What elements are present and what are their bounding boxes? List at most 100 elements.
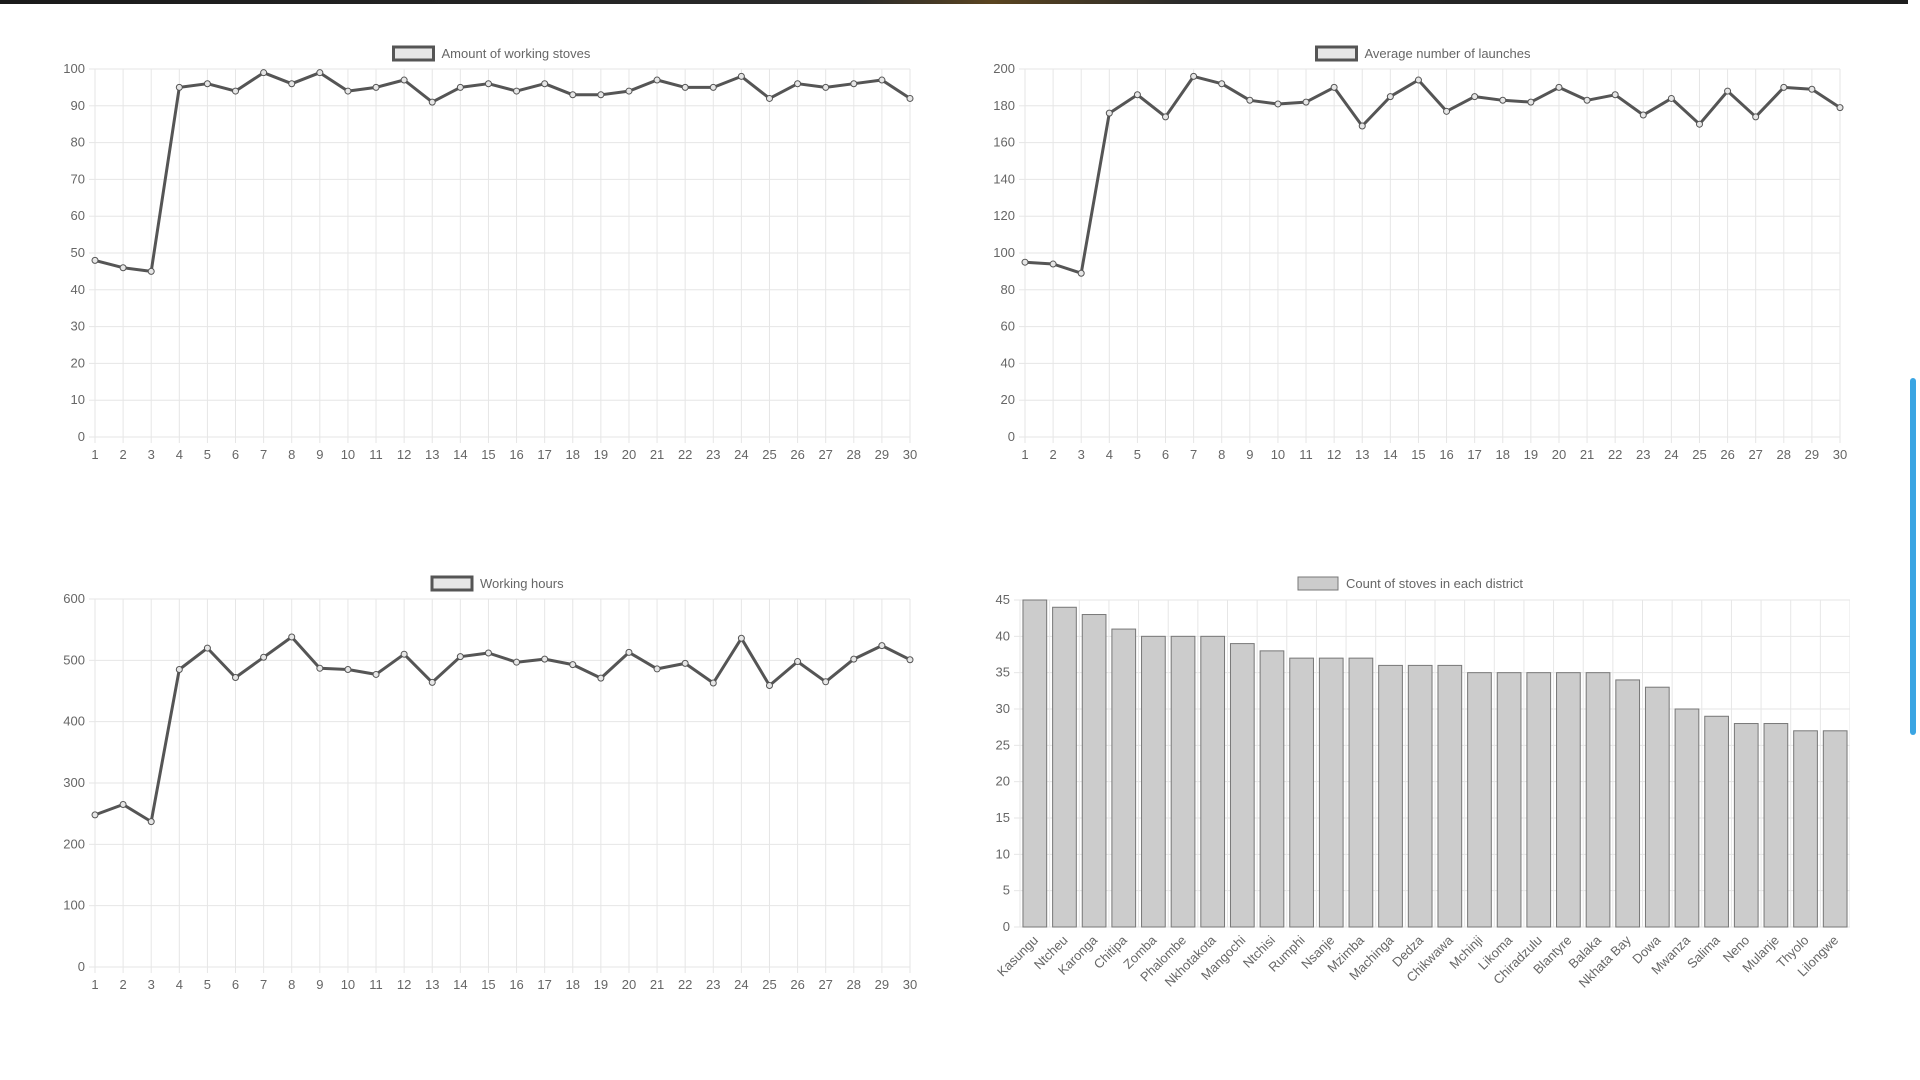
data-point[interactable]	[794, 80, 802, 88]
data-point[interactable]	[1471, 93, 1479, 101]
data-point[interactable]	[260, 653, 268, 661]
bar[interactable]	[1081, 614, 1107, 928]
data-point[interactable]	[1133, 91, 1141, 99]
data-point[interactable]	[1808, 85, 1816, 93]
data-point[interactable]	[794, 658, 802, 666]
data-point[interactable]	[541, 80, 549, 88]
data-point[interactable]	[625, 87, 633, 95]
legend-swatch[interactable]	[1297, 576, 1339, 591]
data-point[interactable]	[765, 94, 773, 102]
bar[interactable]	[1467, 672, 1492, 928]
data-point[interactable]	[653, 76, 661, 84]
data-point[interactable]	[878, 642, 886, 650]
data-point[interactable]	[1443, 107, 1451, 115]
data-point[interactable]	[822, 83, 830, 91]
data-point[interactable]	[1049, 260, 1057, 268]
data-point[interactable]	[513, 87, 521, 95]
data-point[interactable]	[232, 674, 240, 682]
scrollbar-thumb[interactable]	[1910, 378, 1916, 735]
data-point[interactable]	[625, 648, 633, 656]
data-point[interactable]	[1386, 93, 1394, 101]
bar[interactable]	[1496, 672, 1522, 928]
bar[interactable]	[1141, 635, 1166, 928]
data-point[interactable]	[1218, 80, 1226, 88]
data-point[interactable]	[597, 91, 605, 99]
data-point[interactable]	[203, 80, 211, 88]
bar[interactable]	[1289, 657, 1314, 928]
data-point[interactable]	[1836, 104, 1844, 112]
bar[interactable]	[1763, 723, 1789, 928]
data-point[interactable]	[1752, 113, 1760, 121]
bar[interactable]	[1378, 664, 1403, 928]
legend-swatch[interactable]	[430, 575, 474, 592]
data-point[interactable]	[344, 666, 352, 674]
data-point[interactable]	[850, 655, 858, 663]
data-point[interactable]	[372, 83, 380, 91]
bar[interactable]	[1615, 679, 1641, 928]
data-point[interactable]	[484, 649, 492, 657]
data-point[interactable]	[400, 650, 408, 658]
data-point[interactable]	[1639, 111, 1647, 119]
data-point[interactable]	[737, 634, 745, 642]
data-point[interactable]	[91, 256, 99, 264]
data-point[interactable]	[541, 655, 549, 663]
data-point[interactable]	[765, 681, 773, 689]
bar[interactable]	[1704, 715, 1729, 928]
data-point[interactable]	[1499, 96, 1507, 104]
bar[interactable]	[1437, 664, 1463, 928]
data-point[interactable]	[316, 69, 324, 77]
data-point[interactable]	[1414, 76, 1422, 84]
data-point[interactable]	[1162, 113, 1170, 121]
data-point[interactable]	[709, 83, 717, 91]
bar[interactable]	[1318, 657, 1344, 928]
data-point[interactable]	[1780, 83, 1788, 91]
data-point[interactable]	[344, 87, 352, 95]
data-point[interactable]	[232, 87, 240, 95]
data-point[interactable]	[1077, 269, 1085, 277]
bar[interactable]	[1052, 606, 1077, 928]
data-point[interactable]	[260, 69, 268, 77]
data-point[interactable]	[175, 83, 183, 91]
data-point[interactable]	[119, 800, 127, 808]
bar[interactable]	[1348, 657, 1374, 928]
data-point[interactable]	[1105, 109, 1113, 117]
data-point[interactable]	[1302, 98, 1310, 106]
data-point[interactable]	[1611, 91, 1619, 99]
data-point[interactable]	[91, 811, 99, 819]
bar[interactable]	[1822, 730, 1848, 928]
legend-swatch[interactable]	[1315, 45, 1358, 62]
bar[interactable]	[1585, 672, 1611, 928]
data-point[interactable]	[906, 94, 914, 102]
bar[interactable]	[1022, 599, 1048, 928]
data-point[interactable]	[906, 656, 914, 664]
data-point[interactable]	[456, 653, 464, 661]
data-point[interactable]	[1695, 120, 1703, 128]
bar[interactable]	[1170, 635, 1196, 928]
data-point[interactable]	[119, 264, 127, 272]
data-point[interactable]	[203, 644, 211, 652]
data-point[interactable]	[737, 72, 745, 80]
data-point[interactable]	[1021, 258, 1029, 266]
data-point[interactable]	[1274, 100, 1282, 108]
data-point[interactable]	[147, 818, 155, 826]
data-point[interactable]	[1358, 122, 1366, 130]
data-point[interactable]	[597, 674, 605, 682]
data-point[interactable]	[400, 76, 408, 84]
data-point[interactable]	[484, 80, 492, 88]
bar[interactable]	[1733, 723, 1759, 928]
bar[interactable]	[1111, 628, 1137, 928]
bar[interactable]	[1556, 672, 1581, 928]
data-point[interactable]	[1724, 87, 1732, 95]
data-point[interactable]	[288, 633, 296, 641]
data-point[interactable]	[1330, 83, 1338, 91]
bar[interactable]	[1407, 664, 1433, 928]
bar[interactable]	[1200, 635, 1226, 928]
data-point[interactable]	[513, 658, 521, 666]
data-point[interactable]	[428, 98, 436, 106]
data-point[interactable]	[1583, 96, 1591, 104]
data-point[interactable]	[288, 80, 296, 88]
data-point[interactable]	[681, 83, 689, 91]
bar[interactable]	[1644, 686, 1670, 928]
data-point[interactable]	[1246, 96, 1254, 104]
data-point[interactable]	[1190, 72, 1198, 80]
